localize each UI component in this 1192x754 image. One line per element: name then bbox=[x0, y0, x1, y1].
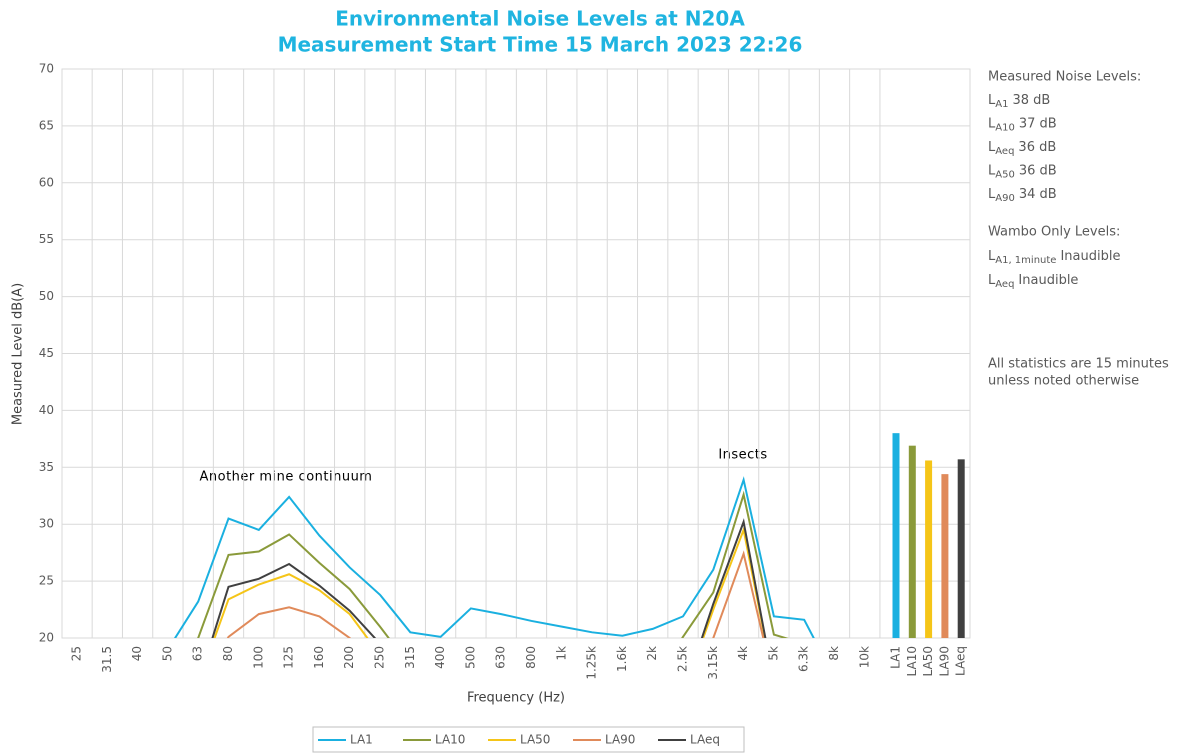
y-tick-label: 20 bbox=[39, 631, 54, 645]
symbol: L bbox=[988, 140, 996, 155]
line-series bbox=[211, 518, 767, 638]
x-tick-label: LA90 bbox=[937, 646, 951, 676]
x-tick-label: LA50 bbox=[921, 646, 935, 676]
bar bbox=[908, 445, 916, 638]
x-tick-label: 2.5k bbox=[676, 646, 690, 672]
symbol: L bbox=[988, 93, 996, 108]
x-tick-label: 250 bbox=[373, 646, 387, 669]
annotation: Insects bbox=[718, 448, 767, 463]
legend-label: LAeq bbox=[690, 733, 720, 747]
note-item: LAeq 36 dB bbox=[988, 140, 1056, 158]
note-item: LA1 38 dB bbox=[988, 93, 1050, 111]
bar bbox=[925, 460, 933, 638]
legend-label: LA1 bbox=[350, 733, 373, 747]
y-tick-label: 45 bbox=[39, 346, 54, 360]
symbol: L bbox=[988, 249, 996, 264]
x-tick-label: 1.25k bbox=[585, 646, 599, 680]
bar bbox=[941, 474, 949, 638]
x-tick-label: 5k bbox=[766, 646, 780, 661]
subscript: A90 bbox=[995, 193, 1015, 204]
legend-label: LA50 bbox=[520, 733, 550, 747]
x-tick-label: 125 bbox=[282, 646, 296, 669]
y-axis-title: Measured Level dB(A) bbox=[11, 283, 26, 425]
legend-box bbox=[312, 726, 745, 753]
note-item: LA10 37 dB bbox=[988, 116, 1057, 134]
x-tick-label: 2k bbox=[645, 646, 659, 661]
chart-title: Measurement Start Time 15 March 2023 22:… bbox=[278, 33, 803, 57]
x-tick-label: 500 bbox=[463, 646, 477, 669]
y-tick-label: 70 bbox=[39, 62, 54, 76]
x-tick-label: 8k bbox=[827, 646, 841, 661]
x-tick-label: 63 bbox=[191, 646, 205, 661]
note-text: 36 dB bbox=[1018, 140, 1056, 155]
annotation: Another mine continuum bbox=[200, 470, 373, 485]
subscript: Aeq bbox=[995, 279, 1014, 290]
y-tick-label: 65 bbox=[39, 118, 54, 132]
footnote: All statistics are 15 minutes bbox=[988, 357, 1169, 372]
notes-heading: Wambo Only Levels: bbox=[988, 225, 1120, 240]
y-tick-label: 50 bbox=[39, 289, 54, 303]
symbol: L bbox=[988, 187, 996, 202]
notes-heading: Measured Noise Levels: bbox=[988, 70, 1141, 85]
symbol: L bbox=[988, 273, 996, 288]
x-tick-label: 50 bbox=[160, 646, 174, 661]
symbol: L bbox=[988, 163, 996, 178]
note-text: 34 dB bbox=[1019, 187, 1057, 202]
subscript: A50 bbox=[995, 170, 1015, 181]
y-tick-label: 40 bbox=[39, 403, 54, 417]
note-item: LA90 34 dB bbox=[988, 187, 1057, 205]
legend-label: LA90 bbox=[605, 733, 635, 747]
footnote: unless noted otherwise bbox=[988, 374, 1139, 389]
x-tick-label: 400 bbox=[433, 646, 447, 669]
line-series bbox=[226, 550, 765, 638]
x-tick-label: 10k bbox=[857, 646, 871, 668]
note-text: 36 dB bbox=[1019, 163, 1057, 178]
subscript: A1, 1minute bbox=[995, 255, 1056, 266]
line-series bbox=[197, 490, 789, 638]
line-series bbox=[173, 476, 815, 638]
x-tick-label: 315 bbox=[403, 646, 417, 669]
x-tick-label: LA1 bbox=[889, 646, 903, 669]
x-tick-label: 630 bbox=[494, 646, 508, 669]
x-tick-label: 25 bbox=[70, 646, 84, 661]
bar bbox=[892, 433, 900, 638]
subscript: A1 bbox=[995, 99, 1008, 110]
x-tick-label: 3.15k bbox=[706, 646, 720, 680]
x-tick-label: 6.3k bbox=[797, 646, 811, 672]
x-tick-label: 4k bbox=[736, 646, 750, 661]
chart-title: Environmental Noise Levels at N20A bbox=[335, 7, 745, 31]
x-tick-label: LAeq bbox=[954, 646, 968, 676]
x-tick-label: 200 bbox=[342, 646, 356, 669]
lines bbox=[173, 476, 815, 638]
x-tick-label: 31.5 bbox=[100, 646, 114, 673]
note-item: LA1, 1minute Inaudible bbox=[988, 249, 1120, 267]
x-tick-label: 100 bbox=[251, 646, 265, 669]
x-tick-label: 800 bbox=[524, 646, 538, 669]
subscript: Aeq bbox=[995, 146, 1014, 157]
note-text: Inaudible bbox=[1018, 273, 1078, 288]
y-tick-label: 35 bbox=[39, 460, 54, 474]
y-tick-label: 55 bbox=[39, 232, 54, 246]
x-tick-label: 1k bbox=[554, 646, 568, 661]
note-text: 38 dB bbox=[1012, 93, 1050, 108]
subscript: A10 bbox=[995, 123, 1015, 134]
note-item: LAeq Inaudible bbox=[988, 273, 1078, 291]
x-tick-label: 80 bbox=[221, 646, 235, 661]
note-text: 37 dB bbox=[1019, 116, 1057, 131]
x-axis-title: Frequency (Hz) bbox=[467, 691, 565, 706]
x-tick-label: 40 bbox=[130, 646, 144, 661]
legend-label: LA10 bbox=[435, 733, 465, 747]
x-tick-label: 160 bbox=[312, 646, 326, 669]
y-tick-label: 60 bbox=[39, 175, 54, 189]
y-tick-label: 25 bbox=[39, 574, 54, 588]
note-item: LA50 36 dB bbox=[988, 163, 1057, 181]
symbol: L bbox=[988, 116, 996, 131]
x-tick-label: 1.6k bbox=[615, 646, 629, 672]
x-tick-label: LA10 bbox=[905, 646, 919, 676]
y-tick-label: 30 bbox=[39, 517, 54, 531]
note-text: Inaudible bbox=[1060, 249, 1120, 264]
bar bbox=[957, 459, 965, 638]
